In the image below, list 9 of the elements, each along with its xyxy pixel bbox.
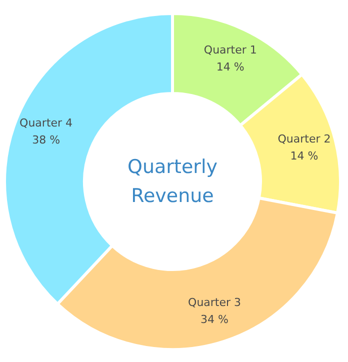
data-label: 34 % xyxy=(200,312,229,326)
data-label: 14 % xyxy=(216,60,244,74)
slice-label: Quarter 1 xyxy=(204,43,257,56)
slice-label: Quarter 3 xyxy=(188,296,242,309)
data-label: 14 % xyxy=(290,150,318,163)
slice-label: Quarter 2 xyxy=(278,132,331,146)
data-label: 38 % xyxy=(32,133,60,146)
slice-label: Quarter 4 xyxy=(20,116,73,130)
text: Quarterly Revenue xyxy=(128,156,218,207)
